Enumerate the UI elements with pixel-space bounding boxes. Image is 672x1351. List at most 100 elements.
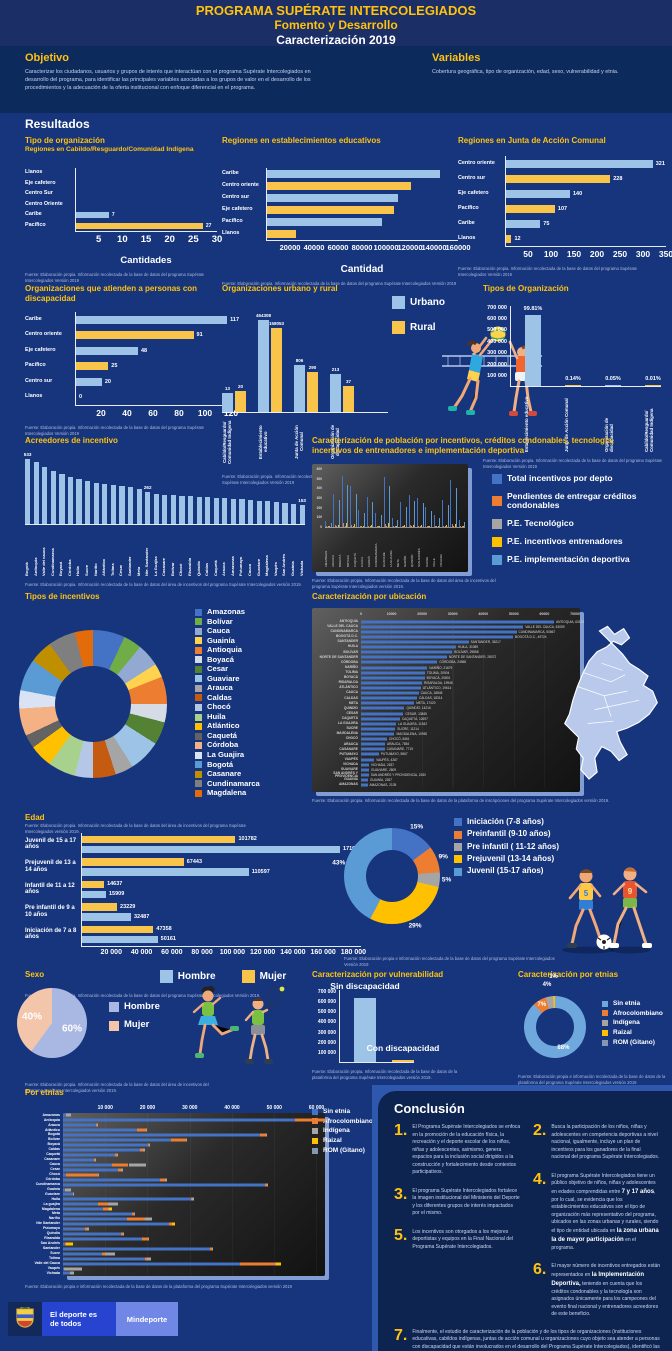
plot-wrap: 700 000 600 000 500 000 400 000 300 000 200 0… — [483, 305, 667, 387]
chart-acreedores-incentivo: Acreedores de incentivo 533 262 153 Bogotá A… — [24, 436, 315, 588]
bar-row: SANTANDER SANTANDER, 35217 — [315, 639, 575, 645]
legend-swatch — [195, 751, 202, 759]
bar-column — [127, 456, 134, 524]
bar-row: Centro Oriente — [25, 199, 217, 210]
category-label: Santander — [42, 1246, 60, 1251]
bar-column: 213 — [330, 320, 341, 412]
category-label: BOLÍVAR — [343, 649, 358, 654]
bar-track — [63, 1127, 325, 1133]
bar — [82, 890, 106, 898]
axis-tick: 200 000 — [317, 1039, 336, 1046]
conclusion-text: El programa Supérate Intercolegiados tie… — [551, 1172, 659, 1251]
bar — [76, 331, 194, 340]
bar-row: CHOCÓ CHOCÓ, 8461 — [315, 736, 575, 742]
bar-track — [63, 1231, 325, 1237]
bar-track: 12 — [505, 231, 666, 246]
axis-line — [505, 246, 666, 247]
bar — [327, 526, 329, 527]
bar-row: Tolima — [25, 1256, 325, 1262]
chart-incentivos-creditos: Caracterización de población por incenti… — [312, 436, 670, 590]
bar-column — [282, 456, 288, 524]
bar-row: Caribe 117 — [25, 312, 239, 328]
conclusion-col: 2. Busca la participación de los niños, n… — [533, 1123, 660, 1319]
legend-item: Caquetá — [195, 731, 260, 740]
bar — [82, 925, 154, 933]
bar — [394, 526, 396, 527]
axis-tick: 180 000 — [340, 948, 367, 956]
bar — [63, 1143, 148, 1147]
bar-column: 0.05% — [605, 306, 621, 386]
bar-track: META, 17420 — [361, 700, 575, 706]
bar — [63, 1183, 265, 1187]
value-label: CASANARE, 7715 — [386, 747, 413, 752]
bar-column: 158053 — [269, 320, 284, 412]
axis-tick: 300 000 — [487, 350, 507, 357]
axis-line — [266, 240, 458, 241]
subtitle: Fomento y Desarrollo — [274, 17, 398, 32]
axis-tick: 150 — [566, 249, 582, 259]
x-axis: 5 10 15 20 25 30 — [75, 234, 222, 245]
category-label: Nariño — [48, 1216, 60, 1221]
bar — [443, 525, 445, 527]
bar — [276, 1262, 282, 1266]
bar — [391, 518, 393, 527]
value-label: 153 — [298, 497, 306, 503]
bar — [97, 1173, 100, 1177]
bar — [458, 520, 460, 527]
legend-swatch — [454, 818, 462, 827]
chart-vulnerabilidad: Caracterización por vulnerabilidad 700 0… — [312, 970, 512, 1081]
bar — [325, 521, 326, 527]
bar-row: Prejuvenil de 13 a 14 años 67443 110597 — [25, 855, 361, 878]
axis-label: CHOCÓ — [367, 556, 372, 567]
bar — [361, 630, 517, 634]
bar — [361, 722, 397, 726]
bar-row: Eje cafetero 140 — [458, 186, 666, 201]
bar-chart: Juvenil de 15 a 17 años101782171069Preju… — [25, 833, 366, 960]
bar — [187, 496, 194, 524]
bar — [63, 1192, 73, 1196]
bar — [361, 737, 387, 741]
bar — [442, 499, 444, 527]
source-note: Fuente: Elaboración propia. Información … — [25, 582, 302, 587]
axis-label: Quindío — [195, 560, 201, 576]
bar-track: 47358 50161 — [81, 923, 361, 946]
bar — [274, 1262, 277, 1266]
legend-label: Juvenil (15-17 años) — [467, 866, 544, 876]
bar — [265, 1133, 267, 1137]
objetivo-text: Caracterizar los ciudadanos, usuarios y … — [25, 69, 311, 91]
axis-tick: 70000 — [570, 612, 580, 616]
axis-label: Nte. Santander — [144, 547, 150, 576]
bar-row: SUCRE SUCRE, 11214 — [315, 726, 575, 732]
bar — [444, 526, 446, 527]
bar — [50, 470, 56, 524]
category-label: Valle del Cauca — [34, 1260, 61, 1265]
bar-group — [333, 469, 340, 527]
chart-por-etnias: Por etnias 10 000 20 000 30 000 40 000 50 00… — [25, 1088, 375, 1290]
bar-track: PUTUMAYO, 5867 — [361, 751, 575, 757]
legend-swatch — [195, 770, 202, 778]
year-title: Caracterización 2019 — [276, 32, 396, 47]
donut-chart: 88% 7% 4% 1% — [524, 974, 586, 1058]
bar-column — [119, 456, 125, 524]
bar-column — [187, 456, 194, 524]
bar — [248, 499, 254, 524]
donut-chart — [19, 630, 167, 778]
x-axis: 0 10000 20000 30000 40000 50000 60000 70000 — [360, 611, 580, 619]
legend-item: Prejuvenil (13-14 años) — [454, 854, 559, 864]
bar — [271, 327, 282, 412]
bar-group — [458, 469, 466, 527]
category-label: Infantil de 11 a 12 años — [25, 882, 75, 896]
value-label: LA GUAJIRA, 11542 — [398, 721, 428, 726]
bar-chart: 700 000 600 000 500 000 400 000 300 000 200 0… — [483, 305, 667, 452]
bar — [63, 1158, 95, 1162]
bar-line: 171069 — [82, 845, 361, 854]
bar-column — [76, 456, 82, 524]
bar — [361, 671, 425, 675]
category-label: San Andrés — [40, 1241, 60, 1246]
legend-swatch — [241, 969, 255, 983]
axis-tick: 500 — [316, 476, 322, 481]
bar — [450, 479, 452, 527]
legend-swatch — [602, 1039, 608, 1046]
category-label: Caribe — [222, 170, 239, 177]
bar-group — [375, 469, 382, 527]
